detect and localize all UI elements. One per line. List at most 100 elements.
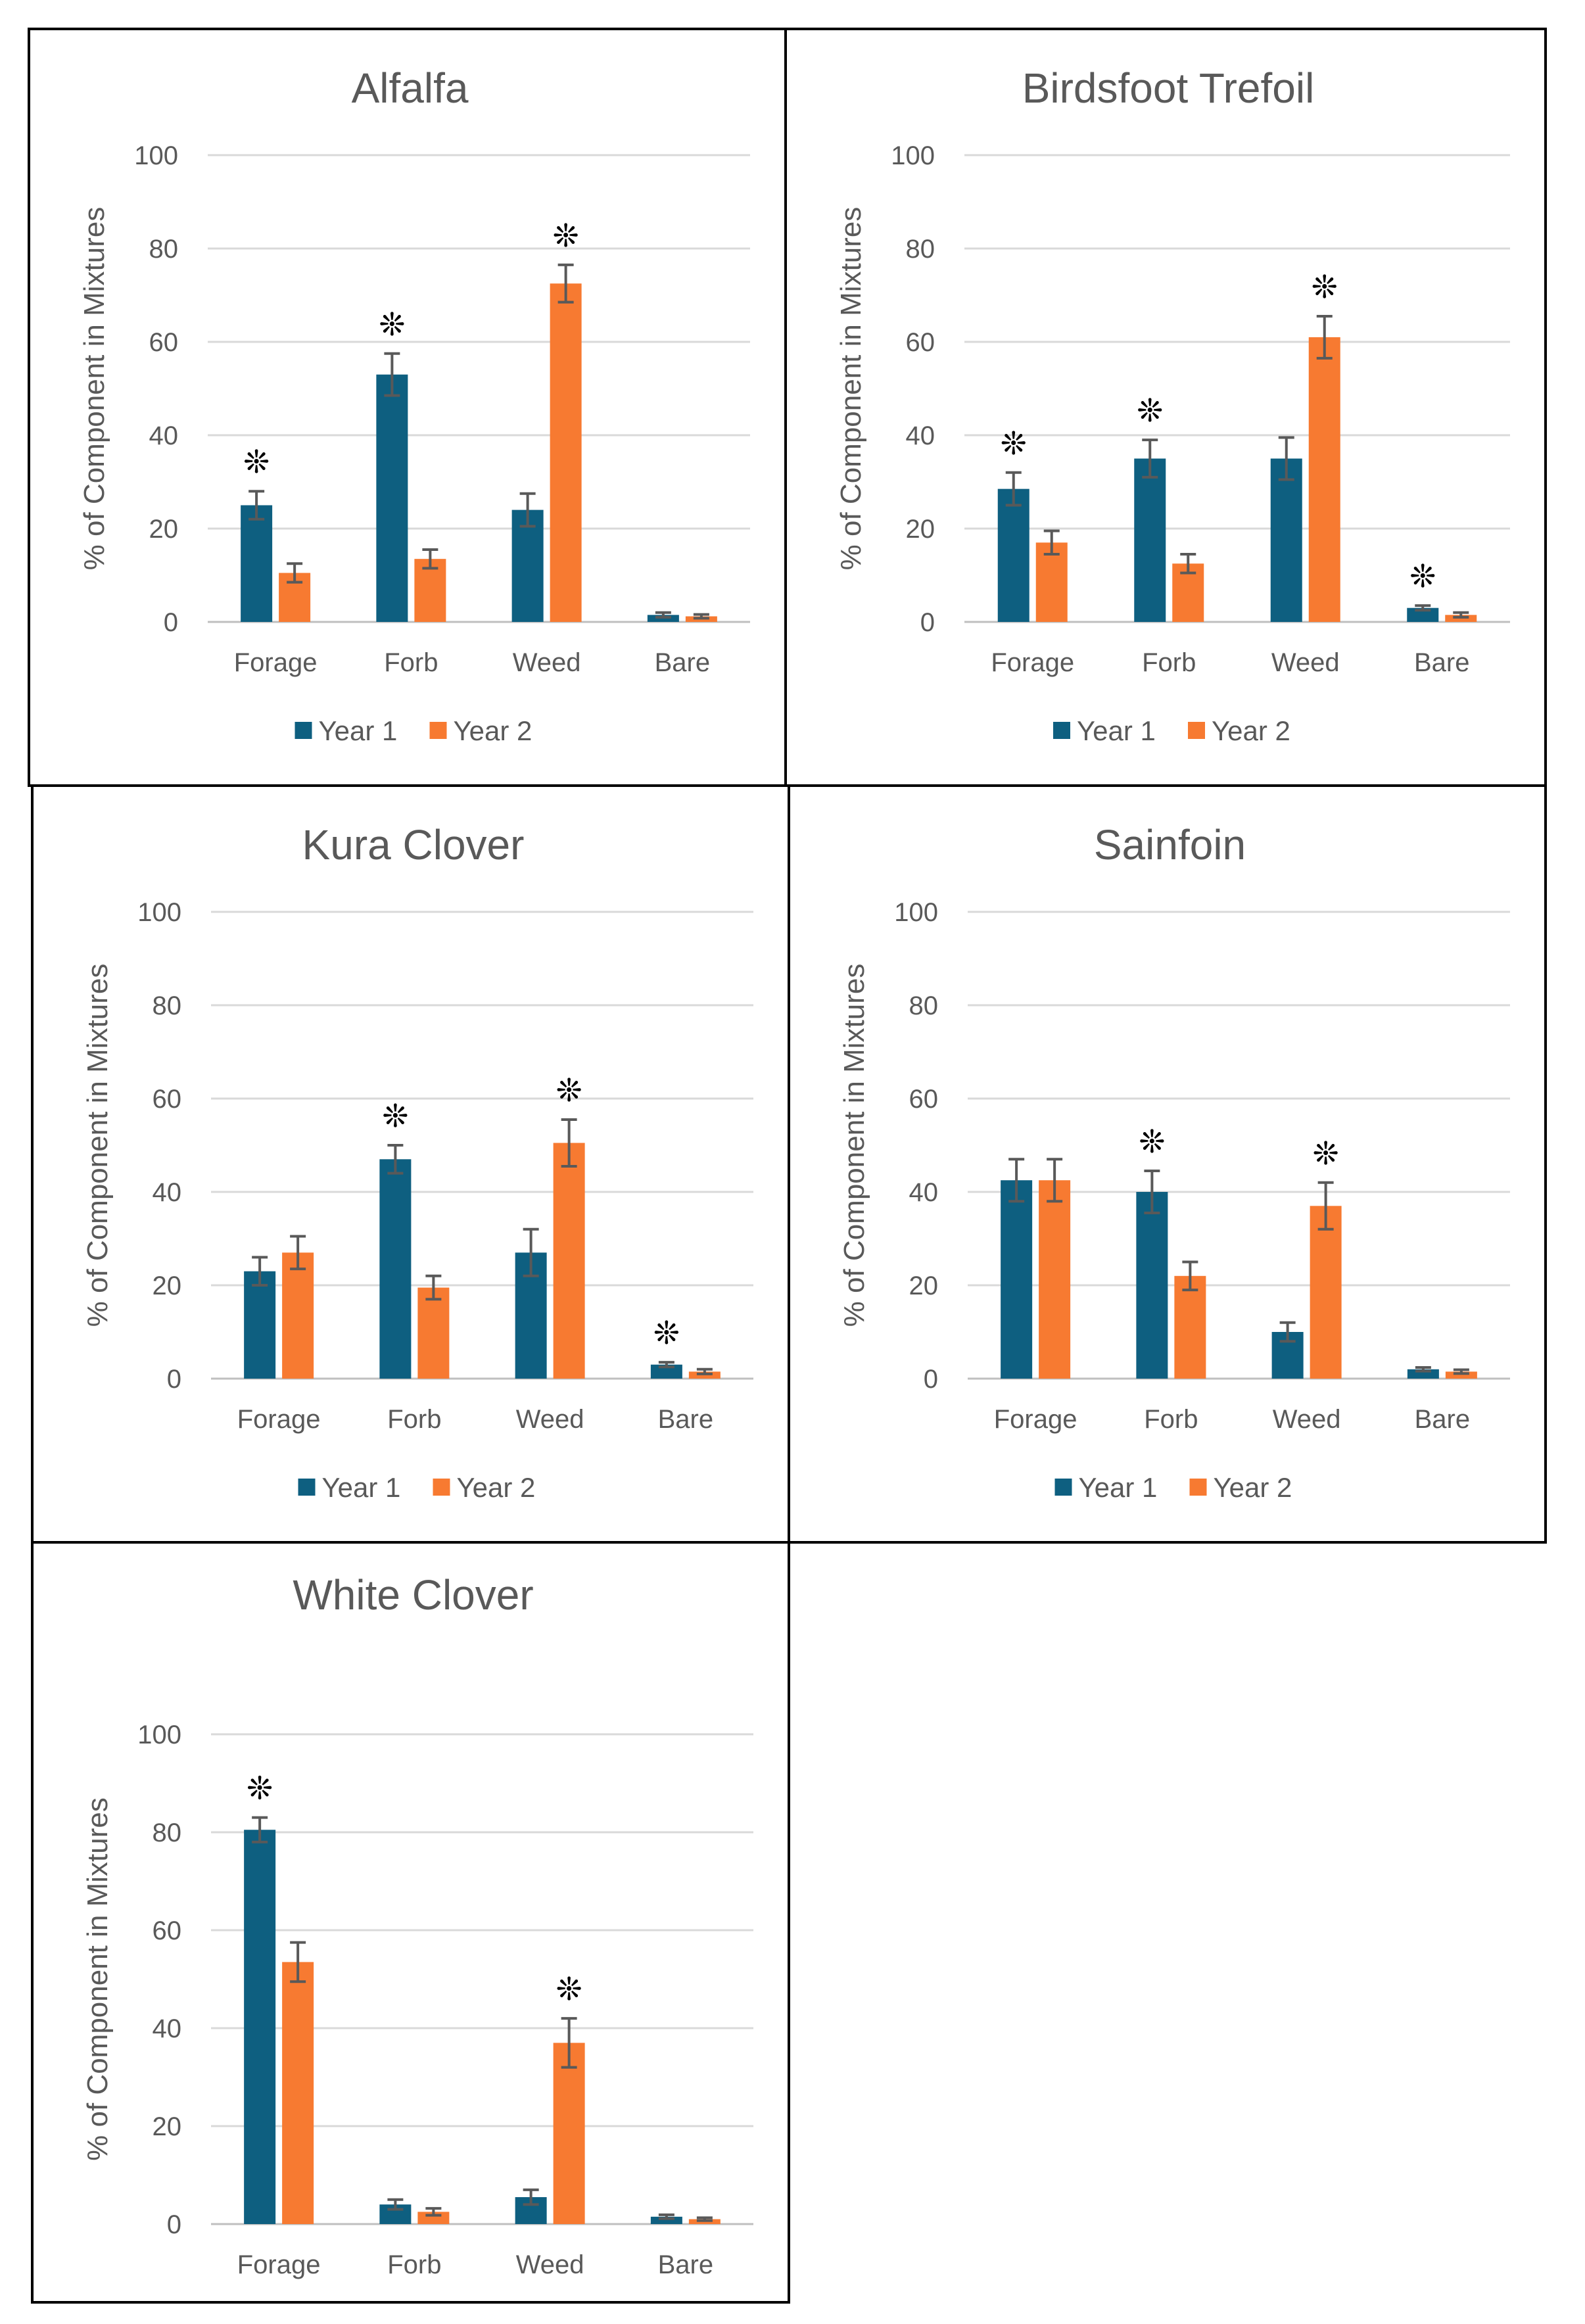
chart4-y-tick-60: 60 [153, 1916, 182, 1945]
chart1-legend-swatch-year-1 [1053, 722, 1070, 739]
chart0-y-tick-100: 100 [134, 141, 178, 170]
chart3-legend-swatch-year-1 [1054, 1479, 1072, 1496]
chart2-x-tick-bare: Bare [658, 1405, 714, 1434]
chart0-legend-label-year-1: Year 1 [319, 715, 398, 746]
chart1-error-bar-year-1-forb [1142, 439, 1158, 479]
chart3-title: Sainfoin [1094, 821, 1246, 868]
chart0-x-tick-forb: Forb [384, 648, 438, 677]
chart2-x-tick-weed: Weed [516, 1405, 584, 1434]
chart4-bar-year-2-forage [282, 1962, 314, 2224]
chart2-error-bar-year-1-bare [658, 1361, 674, 1369]
chart3-error-bar-year-2-bare [1453, 1368, 1469, 1375]
chart3-y-tick-80: 80 [909, 991, 939, 1020]
chart1-title: Birdsfoot Trefoil [1022, 64, 1315, 112]
chart0-error-bar-year-1-weed [519, 492, 536, 528]
chart1-y-tick-100: 100 [891, 141, 935, 170]
chart3-y-tick-20: 20 [909, 1271, 939, 1300]
chart1-x-tick-forage: Forage [991, 648, 1074, 677]
chart2-error-bar-year-2-bare [696, 1367, 713, 1375]
chart-panel-sainfoin: Sainfoin 0 20 40 60 80 100 % of Component in Mi… [788, 784, 1547, 1544]
chart1-y-tick-0: 0 [920, 608, 935, 637]
chart0-error-bar-year-2-forage [287, 562, 303, 584]
chart2-bar-year-2-forb [417, 1287, 450, 1379]
chart2-bar-year-1-forage [244, 1271, 276, 1379]
chart3-error-bar-year-1-forb [1144, 1170, 1160, 1214]
chart2-legend-swatch-year-1 [298, 1479, 316, 1496]
chart0-y-tick-20: 20 [149, 515, 179, 544]
chart1-error-bar-year-2-forb [1180, 553, 1196, 575]
chart1-legend-swatch-year-2 [1188, 722, 1205, 739]
chart3-bar-year-2-weed [1310, 1206, 1342, 1379]
chart3-significance-marker-weed: ❊ [1313, 1137, 1339, 1172]
chart4-error-bar-year-2-weed [561, 2017, 577, 2069]
chart0-error-bar-year-2-weed [557, 263, 574, 304]
chart1-error-bar-year-2-weed [1316, 314, 1333, 360]
chart0-y-tick-60: 60 [149, 328, 179, 357]
chart-panel-birdsfoot-trefoil: Birdsfoot Trefoil 0 20 40 60 80 100 % of Compon… [784, 28, 1547, 787]
chart-svg-kura-clover: Kura Clover 0 20 40 60 80 100 % of Component in… [82, 821, 753, 1503]
chart4-y-tick-40: 40 [153, 2014, 182, 2043]
chart3-error-bar-year-1-weed [1279, 1321, 1296, 1343]
chart0-y-tick-0: 0 [164, 608, 178, 637]
chart2-y-tick-80: 80 [153, 991, 182, 1020]
chart2-y-axis-label: % of Component in Mixtures [82, 964, 114, 1327]
chart-panel-alfalfa: Alfalfa 0 20 40 60 80 100 % of Component in Mix… [28, 28, 787, 787]
chart1-y-tick-80: 80 [906, 235, 935, 264]
chart-panel-kura-clover: Kura Clover 0 20 40 60 80 100 % of Component in… [31, 784, 790, 1544]
chart4-y-tick-20: 20 [153, 2112, 182, 2141]
chart1-significance-marker-weed: ❊ [1312, 270, 1338, 305]
chart4-bar-year-2-weed [553, 2043, 585, 2224]
chart1-y-tick-20: 20 [906, 515, 935, 544]
chart4-x-tick-forb: Forb [387, 2250, 441, 2279]
chart2-title: Kura Clover [302, 821, 525, 868]
chart4-y-axis-label: % of Component in Mixtures [82, 1797, 114, 2161]
chart1-significance-marker-forb: ❊ [1137, 394, 1163, 429]
chart3-y-tick-100: 100 [894, 898, 938, 927]
chart3-y-tick-40: 40 [909, 1178, 939, 1207]
chart0-significance-marker-weed: ❊ [553, 219, 579, 254]
chart4-significance-marker-forage: ❊ [247, 1772, 273, 1807]
chart-svg-alfalfa: Alfalfa 0 20 40 60 80 100 % of Component in Mix… [78, 64, 750, 746]
chart3-legend-label-year-1: Year 1 [1079, 1472, 1158, 1503]
chart3-error-bar-year-1-forage [1008, 1158, 1025, 1203]
chart3-bar-year-1-forage [1001, 1180, 1033, 1379]
chart3-bar-year-2-forb [1174, 1275, 1206, 1379]
chart3-bar-year-1-forb [1136, 1192, 1168, 1379]
chart3-error-bar-year-1-bare [1415, 1365, 1431, 1373]
chart4-error-bar-year-1-weed [523, 2188, 539, 2206]
chart0-x-tick-forage: Forage [234, 648, 318, 677]
chart2-bar-year-1-forb [379, 1159, 412, 1379]
chart-svg-sainfoin: Sainfoin 0 20 40 60 80 100 % of Component in Mi… [838, 821, 1510, 1503]
chart0-x-tick-weed: Weed [513, 648, 581, 677]
chart2-error-bar-year-1-forb [387, 1144, 404, 1175]
chart4-y-tick-100: 100 [137, 1720, 181, 1749]
chart2-legend-swatch-year-2 [433, 1479, 450, 1496]
chart0-significance-marker-forb: ❊ [379, 308, 405, 343]
chart4-error-bar-year-2-bare [696, 2216, 713, 2222]
chart4-error-bar-year-1-bare [658, 2213, 674, 2220]
chart0-bar-year-1-weed [511, 510, 544, 622]
chart1-y-axis-label: % of Component in Mixtures [835, 207, 867, 571]
chart2-error-bar-year-2-forb [425, 1274, 442, 1301]
chart4-x-tick-weed: Weed [516, 2250, 584, 2279]
chart1-bar-year-2-forage [1035, 542, 1068, 622]
chart2-error-bar-year-2-forage [290, 1235, 306, 1271]
chart-panel-white-clover: White Clover 0 20 40 60 80 100 % of Component i… [31, 1541, 790, 2304]
chart1-bar-year-1-forb [1134, 458, 1166, 622]
chart4-bar-year-1-forage [244, 1830, 276, 2224]
chart3-x-tick-bare: Bare [1415, 1405, 1471, 1434]
chart4-error-bar-year-1-forage [252, 1816, 268, 1843]
chart2-x-tick-forage: Forage [237, 1405, 321, 1434]
chart0-error-bar-year-2-bare [693, 613, 709, 620]
chart0-y-axis-label: % of Component in Mixtures [78, 207, 110, 571]
chart1-error-bar-year-1-forage [1005, 471, 1022, 507]
chart3-significance-marker-forb: ❊ [1139, 1125, 1165, 1160]
chart4-error-bar-year-2-forb [425, 2207, 442, 2217]
chart0-significance-marker-forage: ❊ [243, 445, 270, 480]
chart4-significance-marker-weed: ❊ [556, 1972, 582, 2007]
chart0-error-bar-year-1-forage [248, 490, 265, 521]
chart1-bar-year-1-weed [1270, 458, 1302, 622]
chart4-x-tick-bare: Bare [658, 2250, 714, 2279]
chart2-error-bar-year-1-weed [523, 1227, 539, 1277]
chart3-legend-label-year-2: Year 2 [1214, 1472, 1292, 1503]
